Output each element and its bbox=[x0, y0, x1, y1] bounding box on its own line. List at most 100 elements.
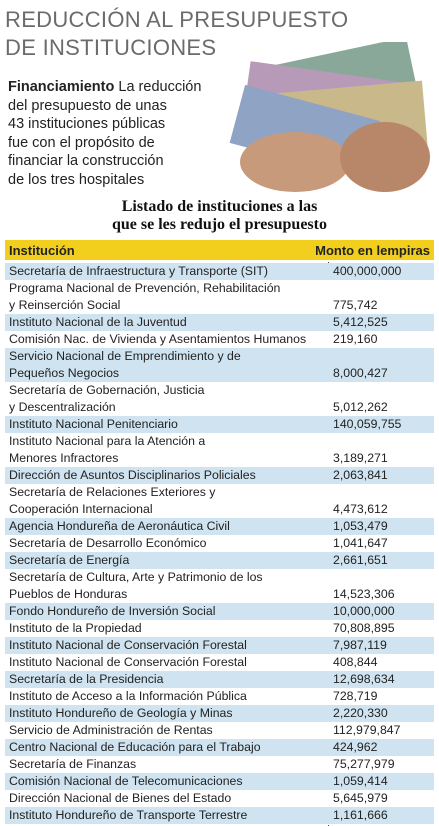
institution-name: Secretaría de Infraestructura y Transpor… bbox=[9, 264, 269, 278]
institution-name: Dirección de Asuntos Disciplinarios Poli… bbox=[9, 468, 256, 482]
amount: 7,987,119 bbox=[333, 638, 387, 652]
institution-name: Programa Nacional de Prevención, Rehabil… bbox=[9, 281, 281, 295]
institution-name: Secretaría de la Presidencia bbox=[9, 672, 164, 686]
table-row: Agencia Hondureña de Aeronáutica Civil 1,… bbox=[5, 518, 434, 535]
intro-lead: Financiamiento bbox=[8, 79, 115, 95]
amount: 5,412,525 bbox=[333, 315, 388, 329]
amount: 728,719 bbox=[333, 689, 378, 703]
institution-name: y Reinserción Social bbox=[9, 298, 121, 312]
amount: 5,645,979 bbox=[333, 791, 388, 805]
amount: 70,808,895 bbox=[333, 621, 395, 635]
table-row: Instituto Nacional de la Juventud 5,412,5… bbox=[5, 314, 434, 331]
table-header: Institución Monto en lempiras bbox=[5, 240, 434, 260]
intro-text: La reducción bbox=[118, 79, 202, 95]
amount: 2,063,841 bbox=[333, 468, 388, 482]
table-row: Instituto Nacional Penitenciario 140,059,… bbox=[5, 416, 434, 433]
intro-line: de los tres hospitales bbox=[8, 171, 145, 188]
table-row: Dirección Nacional de Bienes del Estado 5… bbox=[5, 790, 434, 807]
institution-name: Pequeños Negocios bbox=[9, 366, 120, 380]
institution-name: Secretaría de Cultura, Arte y Patrimonio… bbox=[9, 570, 263, 584]
institution-name: Agencia Hondureña de Aeronáutica Civil bbox=[9, 519, 230, 533]
intro-line: del presupuesto de unas bbox=[8, 97, 167, 114]
amount: 10,000,000 bbox=[333, 604, 395, 618]
table-row: Secretaría de Infraestructura y Transpor… bbox=[5, 263, 434, 280]
institution-name: Secretaría de Energía bbox=[9, 553, 130, 567]
table-row: Instituto de la Propiedad 70,808,895 bbox=[5, 620, 434, 637]
table-row: Comisión Nacional de Telecomunicaciones 1… bbox=[5, 773, 434, 790]
table-row: Instituto Hondureño de Geología y Minas 2… bbox=[5, 705, 434, 722]
amount: 408,844 bbox=[333, 655, 378, 669]
institution-name: Comisión Nacional de Telecomunicaciones bbox=[9, 774, 243, 788]
institution-name: Servicio de Administración de Rentas bbox=[9, 723, 213, 737]
table-row: Instituto Hondureño de Transporte Terres… bbox=[5, 807, 434, 824]
institution-name: Instituto Hondureño de Transporte Terres… bbox=[9, 808, 248, 822]
amount: 1,059,414 bbox=[333, 774, 388, 788]
intro-line: Financiamiento La reducción bbox=[8, 78, 201, 97]
amount: 12,698,634 bbox=[333, 672, 395, 686]
institution-name: Cooperación Internacional bbox=[9, 502, 153, 516]
table-row: Dirección de Asuntos Disciplinarios Poli… bbox=[5, 467, 434, 484]
intro-line: 43 instituciones públicas bbox=[8, 116, 166, 132]
table-row: Secretaría de la Presidencia 12,698,634 bbox=[5, 671, 434, 688]
institution-name: Pueblos de Honduras bbox=[9, 587, 128, 601]
institution-name: Instituto de la Propiedad bbox=[9, 621, 142, 635]
amount: 8,000,427 bbox=[333, 366, 388, 380]
institution-name: Centro Nacional de Educación para el Tra… bbox=[9, 740, 261, 754]
table-row: Instituto Nacional de Conservación Fores… bbox=[5, 654, 434, 671]
intro-line: financiar la construcción bbox=[8, 153, 164, 169]
table-row: Servicio Nacional de Emprendimiento y de… bbox=[5, 348, 434, 382]
institution-name: Instituto Nacional de la Juventud bbox=[9, 315, 187, 329]
amount: 3,189,271 bbox=[333, 451, 388, 465]
column-header: Monto en lempiras bbox=[315, 243, 430, 258]
amount: 775,742 bbox=[333, 298, 378, 312]
money-photo bbox=[225, 42, 437, 194]
table-row: Centro Nacional de Educación para el Tra… bbox=[5, 739, 434, 756]
table-row: Instituto de Acceso a la Información Púb… bbox=[5, 688, 434, 705]
amount: 2,220,330 bbox=[333, 706, 388, 720]
column-header: Institución bbox=[9, 243, 75, 258]
institution-name: y Descentralización bbox=[9, 400, 116, 414]
amount: 5,012,262 bbox=[333, 400, 388, 414]
table-row: Secretaría de Gobernación, Justicia y Des… bbox=[5, 382, 434, 416]
amount: 219,160 bbox=[333, 332, 378, 346]
institution-name: Secretaría de Finanzas bbox=[9, 757, 137, 771]
table-title: Listado de instituciones a las bbox=[121, 198, 318, 215]
intro-line: fue con el propósito de bbox=[8, 134, 155, 151]
amount: 2,661,651 bbox=[333, 553, 388, 567]
institution-name: Instituto Hondureño de Geología y Minas bbox=[9, 706, 233, 720]
table-row: Instituto Nacional para la Atención a Men… bbox=[5, 433, 434, 467]
amount: 4,473,612 bbox=[333, 502, 388, 516]
title-line: DE INSTITUCIONES bbox=[5, 35, 217, 60]
amount: 1,161,666 bbox=[333, 808, 388, 822]
amount: 75,277,979 bbox=[333, 757, 395, 771]
table-title: que se les redujo el presupuesto bbox=[112, 216, 327, 233]
table-row: Fondo Hondureño de Inversión Social 10,00… bbox=[5, 603, 434, 620]
institution-name: Secretaría de Gobernación, Justicia bbox=[9, 383, 205, 397]
institution-name: Instituto Nacional para la Atención a bbox=[9, 434, 206, 448]
table-row: Comisión Nac. de Vivienda y Asentamiento… bbox=[5, 331, 434, 348]
table-row: Servicio de Administración de Rentas 112,… bbox=[5, 722, 434, 739]
institution-name: Instituto Nacional de Conservación Fores… bbox=[9, 655, 247, 669]
institution-name: Dirección Nacional de Bienes del Estado bbox=[9, 791, 232, 805]
institution-name: Servicio Nacional de Emprendimiento y de bbox=[9, 349, 241, 363]
table-row: Programa Nacional de Prevención, Rehabil… bbox=[5, 280, 434, 314]
institution-name: Instituto de Acceso a la Información Púb… bbox=[9, 689, 247, 703]
institution-name: Instituto Nacional Penitenciario bbox=[9, 417, 178, 431]
institution-name: Menores Infractores bbox=[9, 451, 119, 465]
institution-name: Fondo Hondureño de Inversión Social bbox=[9, 604, 216, 618]
amount: 1,041,647 bbox=[333, 536, 388, 550]
amount: 1,053,479 bbox=[333, 519, 388, 533]
institution-name: Comisión Nac. de Vivienda y Asentamiento… bbox=[9, 332, 307, 346]
institution-name: Instituto Nacional de Conservación Fores… bbox=[9, 638, 247, 652]
amount: 140,059,755 bbox=[333, 417, 402, 431]
table-row: Secretaría de Cultura, Arte y Patrimonio… bbox=[5, 569, 434, 603]
table-row: Secretaría de Energía 2,661,651 bbox=[5, 552, 434, 569]
amount: 112,979,847 bbox=[333, 723, 401, 737]
table-row: Instituto Nacional de Conservación Fores… bbox=[5, 637, 434, 654]
title-line: REDUCCIÓN AL PRESUPUESTO bbox=[5, 7, 349, 32]
institution-name: Secretaría de Desarrollo Económico bbox=[9, 536, 207, 550]
table-row: Secretaría de Relaciones Exteriores y Coo… bbox=[5, 484, 434, 518]
table-row: Secretaría de Desarrollo Económico 1,041,… bbox=[5, 535, 434, 552]
amount: 424,962 bbox=[333, 740, 378, 754]
amount: 14,523,306 bbox=[333, 587, 395, 601]
